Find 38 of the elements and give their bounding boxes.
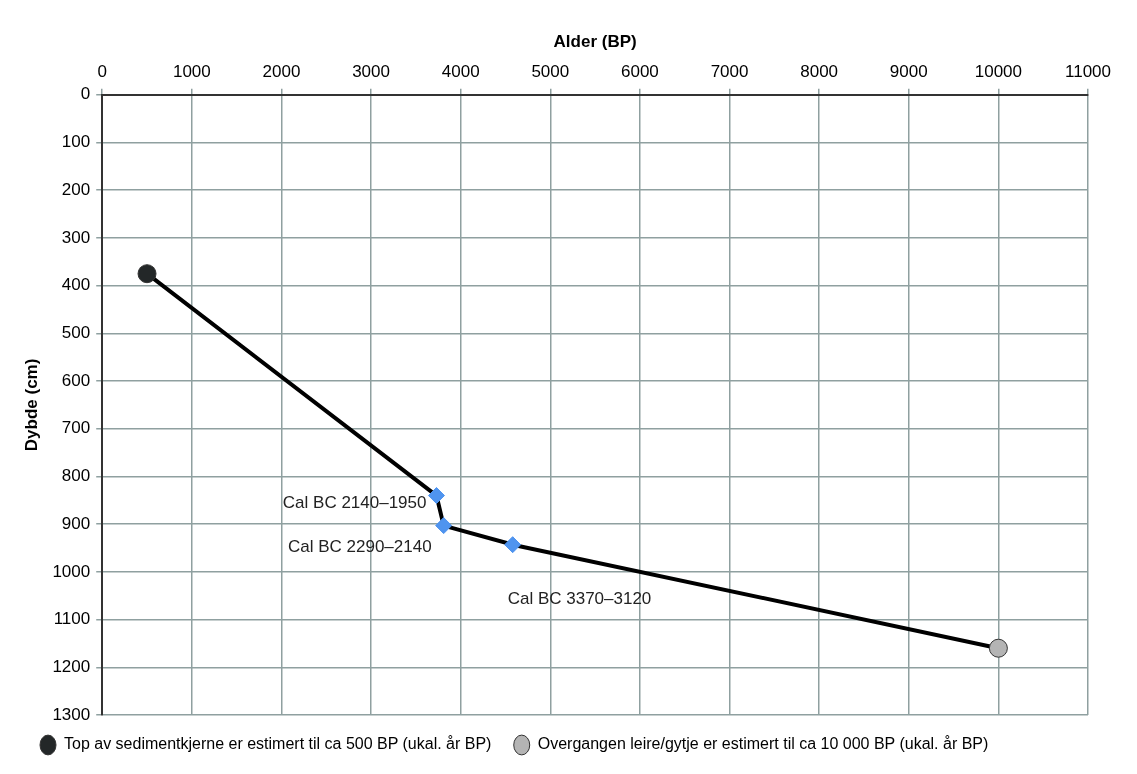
x-axis-title: Alder (BP)	[553, 31, 637, 51]
x-tick-label: 3000	[352, 62, 390, 82]
y-axis-title: Dybde (cm)	[21, 358, 41, 452]
x-tick-label: 1000	[172, 62, 211, 82]
legend-label: Overgangen leire/gytje er estimert til ca 10 000 BP (ukal. år BP)	[537, 735, 989, 753]
x-tick-label: 0	[97, 62, 107, 82]
annotation: Cal BC 2140–1950	[282, 493, 427, 513]
y-tick-label: 1000	[52, 561, 91, 581]
y-tick-label: 100	[61, 132, 91, 152]
y-tick-label: 300	[61, 227, 91, 247]
x-tick-label: 5000	[531, 62, 570, 82]
x-tick-label: 4000	[441, 62, 480, 82]
annotation: Cal BC 3370–3120	[507, 589, 652, 609]
point	[427, 487, 445, 505]
y-tick-label: 500	[61, 323, 91, 343]
y-tick-label: 200	[61, 179, 91, 199]
y-tick-label: 700	[61, 418, 91, 438]
x-tick-label: 9000	[889, 62, 928, 82]
point	[137, 264, 157, 284]
annotation: Cal BC 2290–2140	[287, 537, 432, 557]
y-tick-label: 900	[61, 513, 91, 533]
y-tick-label: 1200	[52, 656, 91, 676]
x-tick-label: 2000	[262, 62, 301, 82]
y-tick-label: 600	[61, 370, 91, 390]
x-tick-label: 7000	[710, 62, 749, 82]
point	[504, 536, 522, 554]
y-tick-label: 0	[80, 84, 91, 104]
x-tick-label: 10000	[974, 62, 1023, 82]
x-tick-label: 6000	[621, 62, 659, 82]
point	[988, 638, 1008, 658]
y-tick-label: 800	[61, 466, 91, 486]
y-tick-label: 1300	[52, 704, 91, 724]
x-tick-label: 11000	[1064, 62, 1112, 82]
y-tick-label: 1100	[53, 609, 91, 629]
legend-label: Top av sedimentkjerne er estimert til ca 500 BP (ukal. år BP)	[64, 735, 492, 753]
point	[435, 517, 453, 535]
y-tick-label: 400	[61, 275, 91, 295]
x-tick-label: 8000	[800, 62, 839, 82]
